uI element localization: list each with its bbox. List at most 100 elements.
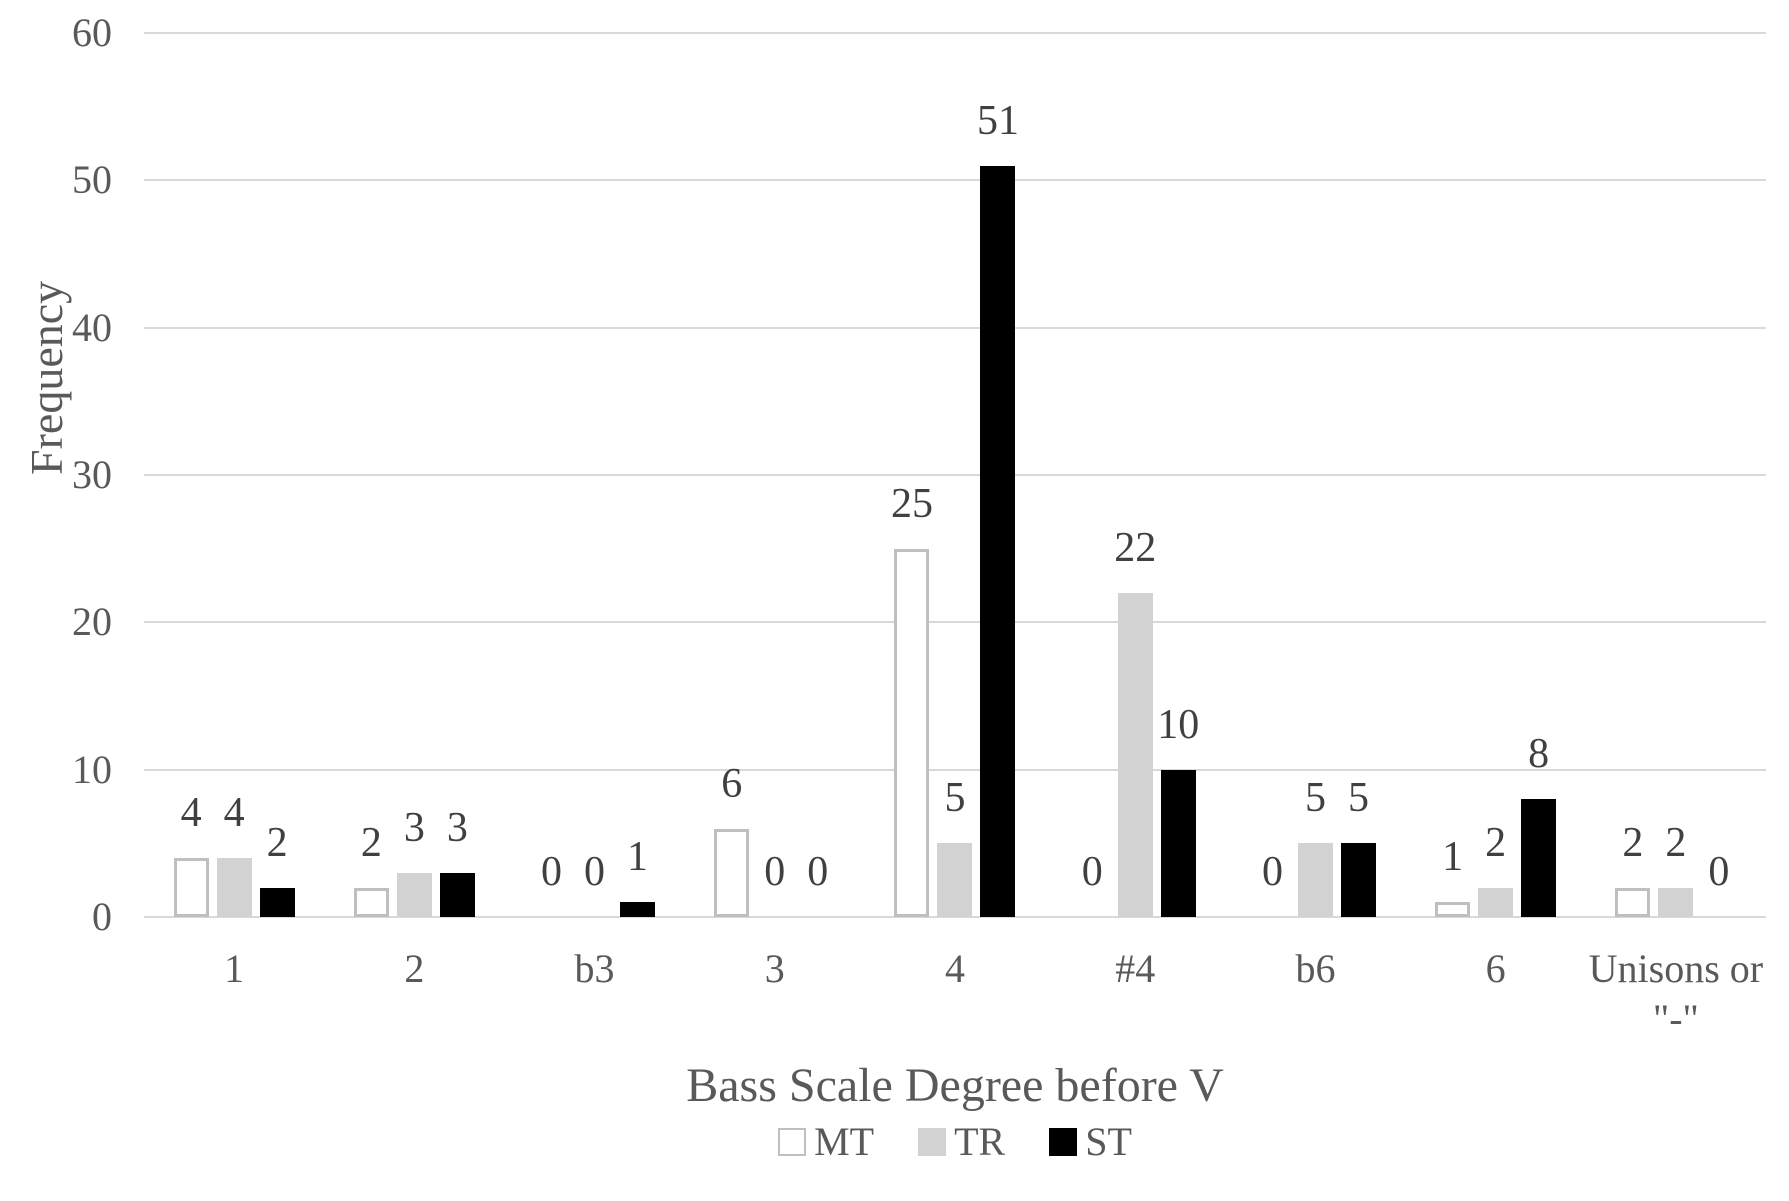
bar-value-label: 5 (1347, 775, 1369, 821)
legend-label-mt: MT (814, 1119, 875, 1164)
gridline-0 (144, 916, 1766, 918)
bar-value-label: 2 (360, 820, 382, 866)
bar-tr-cat8 (1478, 888, 1514, 917)
bar-value-label: 3 (403, 805, 425, 851)
category-group-6: 0 22 10 (1045, 33, 1225, 917)
bar-value-label: 0 (764, 849, 786, 895)
bar-value-label: 2 (1622, 820, 1644, 866)
x-tick-label-2: 2 (404, 946, 425, 991)
y-tick-label-40: 40 (72, 304, 112, 350)
bar-value-label: 8 (1528, 731, 1550, 777)
legend-item-tr: TR (918, 1122, 1005, 1162)
bar-mt-cat1 (173, 858, 209, 917)
bar-slot: 3 (396, 33, 432, 917)
bar-value-label: 0 (1081, 849, 1103, 895)
bar-slot: 4 (216, 33, 252, 917)
x-axis-title: Bass Scale Degree before V (686, 1059, 1224, 1112)
bar-slot: 2 (1658, 33, 1694, 917)
bar-st-cat5 (980, 166, 1016, 917)
bar-value-label: 4 (223, 790, 245, 836)
bar-slot: 0 (1075, 33, 1110, 917)
bar-mt-cat2 (353, 888, 389, 917)
legend-item-st: ST (1049, 1122, 1132, 1162)
bar-tr-cat7 (1297, 843, 1333, 917)
bar-slot: 3 (439, 33, 475, 917)
x-tick-label-5: 4 (945, 946, 965, 991)
bar-slot: 1 (620, 33, 656, 917)
bar-value-label: 0 (584, 849, 606, 895)
bar-slot: 4 (173, 33, 209, 917)
bar-slot: 8 (1521, 33, 1557, 917)
bar-slot: 0 (1701, 33, 1736, 917)
bar-tr-cat6 (1117, 593, 1153, 917)
bar-slot: 0 (1255, 33, 1290, 917)
gridline-20 (144, 621, 1766, 624)
bar-value-label: 4 (180, 790, 202, 836)
x-tick-label-3: b3 (574, 946, 615, 991)
bar-mt-cat5 (894, 549, 930, 917)
bar-slot: 10 (1157, 33, 1199, 917)
plot-area: 4 4 2 2 3 3 0 0 1 6 0 0 25 5 51 0 22 10 0 5 5 1 2 8 2 2 0 (144, 32, 1766, 918)
bar-slot: 5 (937, 33, 973, 917)
bar-value-label: 0 (541, 849, 563, 895)
bar-st-cat3 (620, 902, 656, 917)
bar-value-label: 1 (627, 834, 649, 880)
bar-value-label: 5 (1304, 775, 1326, 821)
bar-value-label: 0 (807, 849, 829, 895)
legend-label-tr: TR (954, 1119, 1006, 1164)
x-tick-label-9: Unisons or "-" (1588, 946, 1764, 1041)
legend-item-mt: MT (778, 1122, 874, 1162)
y-tick-label-30: 30 (72, 452, 112, 497)
bar-st-cat7 (1340, 843, 1376, 917)
bar-slot: 2 (259, 33, 295, 917)
bar-value-label: 0 (1708, 849, 1730, 895)
legend-marker-mt-icon (778, 1128, 807, 1156)
bar-slot: 6 (714, 33, 750, 917)
bar-slot: 22 (1114, 33, 1156, 917)
legend-marker-st-icon (1049, 1128, 1078, 1156)
y-tick-label-60: 60 (72, 10, 112, 55)
bar-slot: 2 (353, 33, 389, 917)
bar-slot: 0 (800, 33, 835, 917)
bar-value-label: 6 (721, 761, 743, 807)
y-tick-label-10: 10 (72, 746, 112, 792)
bar-slot: 25 (891, 33, 933, 917)
bar-value-label: 10 (1157, 702, 1200, 748)
gridline-30 (144, 474, 1766, 476)
gridline-50 (144, 179, 1766, 182)
bar-slot: 2 (1478, 33, 1514, 917)
bar-value-label: 22 (1114, 525, 1157, 571)
x-tick-label-4: 3 (764, 946, 785, 991)
bar-slot: 0 (577, 33, 612, 917)
gridline-10 (144, 768, 1766, 771)
bar-mt-cat8 (1435, 902, 1471, 917)
bar-value-label: 5 (944, 775, 966, 821)
y-tick-label-20: 20 (72, 599, 112, 645)
bar-st-cat2 (439, 873, 475, 917)
category-group-5: 25 5 51 (865, 33, 1045, 917)
bar-mt-cat4 (714, 829, 750, 917)
bar-slot: 0 (757, 33, 792, 917)
bar-tr-cat1 (216, 858, 252, 917)
legend-label-st: ST (1085, 1119, 1132, 1164)
bar-tr-cat9 (1658, 888, 1694, 917)
y-tick-label-50: 50 (72, 157, 112, 203)
bar-value-label: 2 (1665, 820, 1687, 866)
bar-st-cat1 (259, 888, 295, 917)
bar-slot: 0 (534, 33, 569, 917)
bar-st-cat8 (1521, 799, 1557, 917)
bar-st-cat6 (1160, 770, 1196, 917)
bar-value-label: 3 (446, 805, 468, 851)
bar-value-label: 51 (976, 98, 1019, 144)
bar-tr-cat2 (396, 873, 432, 917)
bar-tr-cat5 (937, 843, 973, 917)
x-tick-label-1: 1 (224, 946, 245, 991)
x-tick-label-8: 6 (1485, 946, 1506, 991)
bar-value-label: 0 (1261, 849, 1283, 895)
